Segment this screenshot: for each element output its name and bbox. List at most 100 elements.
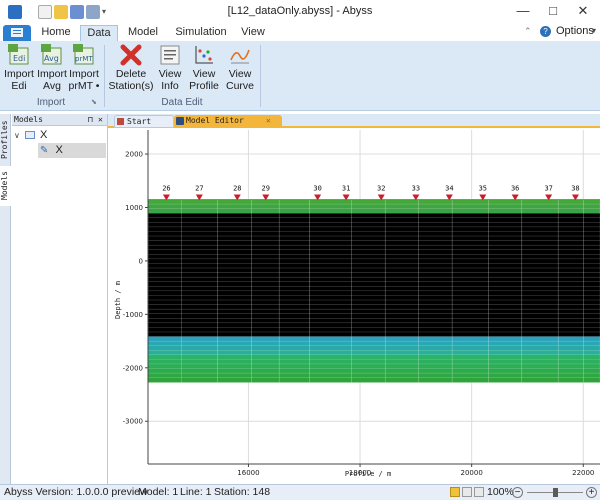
mesh-cell <box>451 295 489 301</box>
mesh-cell <box>488 327 523 333</box>
station-marker <box>162 194 170 201</box>
view-info-button[interactable]: View Info <box>156 44 184 96</box>
pin-icon[interactable]: ⊓ <box>88 115 93 124</box>
mesh-cell <box>309 258 352 264</box>
mesh-cell <box>557 263 584 269</box>
mesh-cell <box>351 199 386 205</box>
maximize-button[interactable]: □ <box>549 3 557 18</box>
mesh-cell <box>251 295 280 301</box>
mesh-cell <box>147 272 182 278</box>
mesh-cell <box>488 249 523 255</box>
view-mode-3-icon[interactable] <box>474 487 484 497</box>
quick-access-dropdown-icon[interactable]: ▾ <box>102 7 107 16</box>
mesh-cell <box>217 203 252 210</box>
tab-simulation[interactable]: Simulation <box>175 26 227 38</box>
doc-tab-start[interactable]: Start <box>114 115 174 128</box>
import-group-launcher-icon[interactable]: ⬊ <box>91 99 97 106</box>
view-curve-button[interactable]: View Curve <box>224 44 256 96</box>
mesh-cell <box>451 249 489 255</box>
mesh-cell <box>583 331 600 338</box>
mesh-cell <box>351 336 386 342</box>
import-avg-icon: Avg <box>41 44 63 66</box>
y-axis-label: Depth / m <box>114 281 122 319</box>
mesh-cell <box>351 263 386 269</box>
mesh-cell <box>451 336 489 342</box>
doc-tab-model-editor[interactable]: Model Editor ✕ <box>174 115 282 128</box>
mesh-cell <box>418 345 453 351</box>
expand-chevron-icon[interactable]: ∨ <box>14 131 20 140</box>
mesh-cell <box>351 281 386 287</box>
mesh-cell <box>251 212 280 219</box>
close-button[interactable]: ✕ <box>577 3 589 18</box>
station-marker <box>445 194 453 201</box>
model-editor-canvas[interactable]: 2627282930313233343536373839 -3000-2000-… <box>108 130 600 484</box>
mesh-cell <box>488 331 523 338</box>
mesh-cell <box>384 272 419 278</box>
import-prmt-button[interactable]: prMT Import prMT • <box>68 44 100 96</box>
zoom-out-icon[interactable]: − <box>512 487 523 498</box>
mesh-cell <box>251 258 280 264</box>
minimize-button[interactable]: — <box>516 3 530 18</box>
mesh-cell <box>251 350 280 356</box>
delete-stations-button[interactable]: Delete Station(s) <box>108 44 154 96</box>
tab-data[interactable]: Data <box>80 25 118 41</box>
close-panel-icon[interactable]: ✕ <box>98 115 103 124</box>
mesh-cell <box>251 203 280 210</box>
mesh-cell <box>583 350 600 356</box>
tree-item-child[interactable]: ✎ X <box>38 143 106 158</box>
mesh-cell <box>488 318 523 324</box>
mesh-cell <box>418 240 453 246</box>
mesh-cell <box>521 240 559 246</box>
y-tick-label: -2000 <box>123 364 143 372</box>
view-profile-button[interactable]: View Profile <box>187 44 221 96</box>
mesh-cell <box>351 377 386 383</box>
mesh-cell <box>557 212 584 219</box>
mesh-cell <box>147 203 182 210</box>
ribbon-collapse-icon[interactable]: ⌃ <box>524 26 532 36</box>
mesh-cell <box>309 208 352 214</box>
tree-item-root[interactable]: ∨ X <box>14 128 106 143</box>
mesh-cell <box>278 318 311 324</box>
mesh-cell <box>351 304 386 310</box>
view-mode-1-icon[interactable] <box>450 487 460 497</box>
print-icon[interactable] <box>86 5 100 19</box>
help-icon[interactable]: ? <box>540 26 551 37</box>
status-bar: Abyss Version: 1.0.0.0 preview Model: 1 … <box>0 484 600 500</box>
x-tick-label: 22000 <box>572 469 594 477</box>
open-folder-icon[interactable] <box>54 5 68 19</box>
options-menu[interactable]: Options <box>556 25 594 37</box>
mesh-cell <box>309 281 352 287</box>
mesh-cell <box>278 354 311 360</box>
save-icon[interactable] <box>70 5 84 19</box>
delete-label-1: Delete <box>115 68 147 80</box>
model-chart[interactable]: 2627282930313233343536373839 -3000-2000-… <box>108 130 600 484</box>
zoom-in-icon[interactable]: + <box>586 487 597 498</box>
close-tab-icon[interactable]: ✕ <box>266 116 271 125</box>
mesh-cell <box>147 368 182 374</box>
import-avg-button[interactable]: Avg Import Avg <box>36 44 68 96</box>
mesh-cell <box>451 340 489 347</box>
side-tab-models[interactable]: Models <box>0 166 11 206</box>
mesh-cell <box>521 327 559 333</box>
station-label: 28 <box>233 184 241 192</box>
tab-view[interactable]: View <box>241 26 265 38</box>
mesh-cell <box>451 363 489 370</box>
zoom-slider-thumb[interactable] <box>553 488 558 497</box>
view-mode-2-icon[interactable] <box>462 487 472 497</box>
options-dropdown-icon[interactable]: ▾ <box>592 26 597 35</box>
mesh-cell <box>351 222 386 228</box>
side-tab-profiles[interactable]: Profiles <box>0 120 9 160</box>
application-menu-button[interactable] <box>3 25 31 41</box>
tab-model[interactable]: Model <box>128 26 158 38</box>
mesh-cell <box>384 299 419 306</box>
mesh-cell <box>583 322 600 328</box>
tab-home[interactable]: Home <box>41 26 71 38</box>
mesh-cell <box>181 249 218 255</box>
mesh-cell <box>251 359 280 365</box>
mesh-cell <box>521 345 559 351</box>
new-file-icon[interactable] <box>38 5 52 19</box>
import-edi-button[interactable]: Edi Import Edi <box>3 44 35 96</box>
status-line: Line: 1 <box>180 486 212 498</box>
mesh-cell <box>278 254 311 260</box>
mesh-cell <box>521 222 559 228</box>
